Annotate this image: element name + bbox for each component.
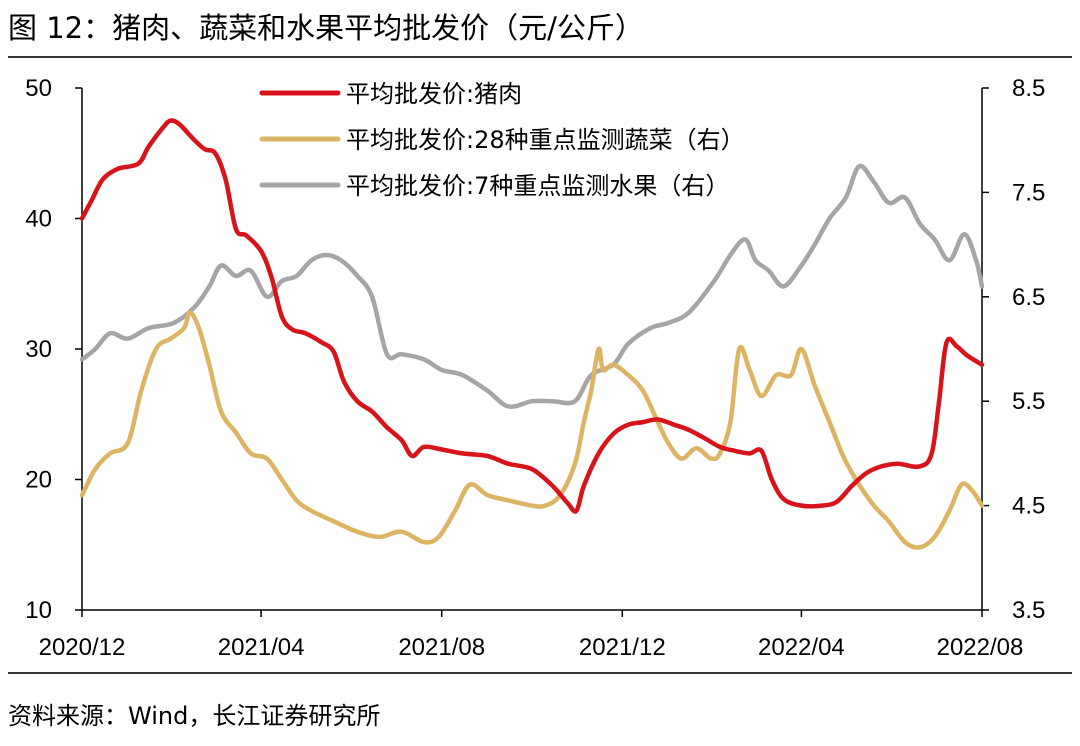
right-axis-tick-label: 7.5 (1012, 179, 1045, 206)
left-axis-tick-label: 20 (25, 467, 52, 494)
x-axis-tick-label: 2021/12 (579, 634, 666, 661)
figure-title: 图 12：猪肉、蔬菜和水果平均批发价（元/公斤） (8, 11, 644, 45)
left-axis-tick-label: 40 (25, 206, 52, 233)
chart-axes: 10 20 30 40 50 3.5 4.5 5.5 6.5 7.5 8.5 2020/12 2021/… (25, 75, 1045, 661)
source-rule (8, 672, 1072, 674)
left-axis-tick-label: 50 (25, 75, 52, 102)
series-line-0 (79, 118, 985, 514)
x-axis-tick-label: 2021/08 (398, 634, 485, 661)
legend-label-0: 平均批发价:猪肉 (346, 80, 522, 108)
right-axis-tick-label: 8.5 (1012, 75, 1045, 102)
x-axis-tick-label: 2022/08 (937, 634, 1024, 661)
x-axis-tick-label: 2022/04 (758, 634, 845, 661)
series-line-2 (79, 163, 985, 409)
x-axis-tick-label: 2020/12 (39, 634, 126, 661)
chart-series (79, 118, 985, 550)
series-line-1 (79, 310, 985, 550)
right-axis-tick-label: 5.5 (1012, 388, 1045, 415)
left-axis-tick-label: 10 (25, 597, 52, 624)
right-axis-tick-label: 6.5 (1012, 284, 1045, 311)
title-rule (8, 56, 1072, 58)
right-axis-tick-label: 3.5 (1012, 597, 1045, 624)
right-axis-tick-label: 4.5 (1012, 493, 1045, 520)
left-axis-tick-label: 30 (25, 336, 52, 363)
legend-label-2: 平均批发价:7种重点监测水果（右） (346, 172, 729, 200)
legend-label-1: 平均批发价:28种重点监测蔬菜（右） (346, 126, 745, 154)
x-axis-tick-label: 2021/04 (218, 634, 305, 661)
source-note: 资料来源：Wind，长江证券研究所 (8, 702, 381, 730)
